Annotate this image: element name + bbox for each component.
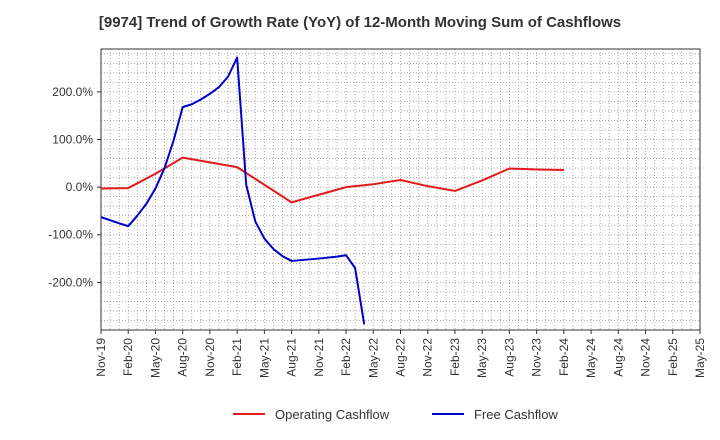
series-layer [100,56,564,325]
y-tick-label: -200.0% [48,275,93,289]
x-tick-label: Aug-22 [394,338,408,377]
x-tick-label: Nov-22 [421,338,435,377]
y-tick-label: 100.0% [52,132,93,146]
legend-label: Operating Cashflow [275,407,390,422]
chart-title: [9974] Trend of Growth Rate (YoY) of 12-… [98,14,622,31]
x-tick-label: May-22 [366,338,380,378]
series-line-operating-cashflow [100,156,564,204]
y-tick-label: -100.0% [48,228,93,242]
x-tick-label: Aug-21 [285,338,299,377]
x-tick-label: May-25 [693,338,707,378]
x-tick-label: Nov-24 [639,338,653,377]
x-tick-label: Nov-20 [203,338,217,377]
x-tick-label: May-20 [148,338,162,378]
x-tick-label: Nov-21 [312,338,326,377]
x-tick-label: Nov-19 [94,338,108,377]
legend-label: Free Cashflow [474,407,558,422]
x-tick-label: Feb-21 [230,338,244,376]
x-tick-label: Feb-22 [339,338,353,376]
x-tick-label: Nov-23 [530,338,544,377]
x-tick-label: May-24 [584,338,598,378]
x-tick-label: May-23 [475,338,489,378]
y-tick-label: 0.0% [66,180,94,194]
y-tick-label: 200.0% [52,85,93,99]
x-tick-label: Aug-23 [502,338,516,377]
x-tick-label: Feb-20 [121,338,135,376]
legend: Operating Cashflow Free Cashflow [233,407,558,422]
x-tick-label: Feb-25 [666,338,680,376]
x-tick-label: Aug-24 [611,338,625,377]
x-tick-label: Feb-24 [557,338,571,376]
x-tick-label: Feb-23 [448,338,462,376]
x-tick-label: May-21 [257,338,271,378]
x-tick-label: Aug-20 [176,338,190,377]
series-line-free-cashflow [100,56,366,325]
grid-layer [100,49,701,331]
axis-layer: 200.0% 100.0% 0.0% -100.0% -200.0% Nov-19 Feb-… [48,48,707,378]
